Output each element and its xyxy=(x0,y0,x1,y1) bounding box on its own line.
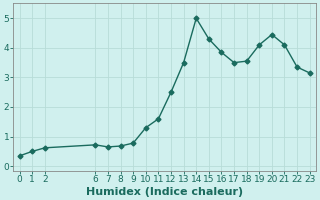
X-axis label: Humidex (Indice chaleur): Humidex (Indice chaleur) xyxy=(86,187,243,197)
